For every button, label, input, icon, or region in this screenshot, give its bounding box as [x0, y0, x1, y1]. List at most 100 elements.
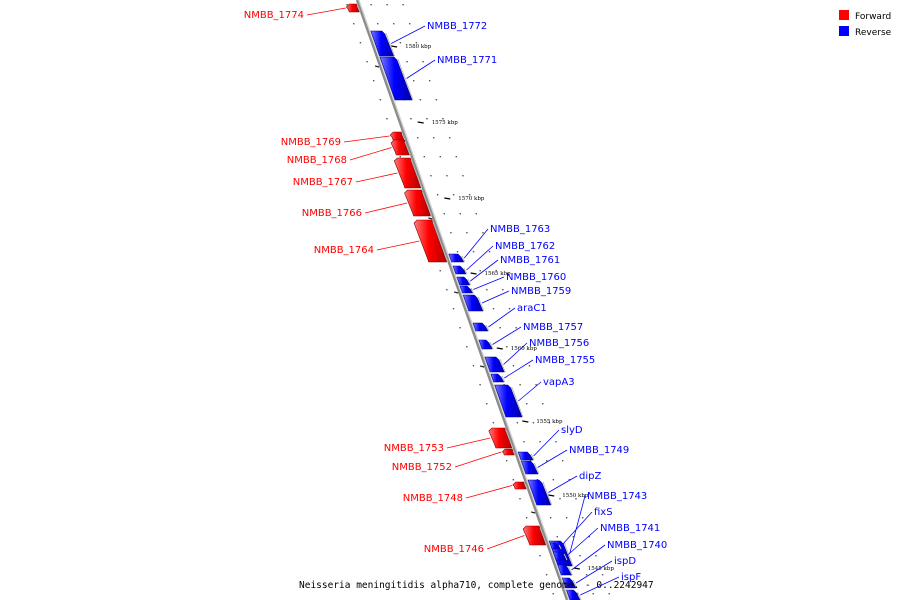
- forward-gene-label: NMBB_1766: [302, 208, 362, 219]
- reverse-gene-label: araC1: [517, 303, 547, 314]
- guide-dot: [410, 118, 412, 120]
- gene-shadow: [524, 483, 528, 490]
- reverse-gene-box: [472, 322, 489, 332]
- tick-mark: [470, 272, 477, 275]
- gene-shadow: [539, 527, 548, 546]
- guide-dot: [359, 42, 362, 44]
- guide-dot: [373, 80, 375, 82]
- reverse-gene-label: NMBB_1756: [529, 338, 589, 349]
- guide-dot: [542, 403, 544, 405]
- guide-dot: [556, 536, 558, 538]
- reverse-gene-box: [490, 373, 505, 383]
- reverse-gene-label: NMBB_1755: [535, 355, 595, 366]
- reverse-leader-line: [503, 342, 528, 365]
- reverse-gene-box: [456, 276, 471, 286]
- guide-dot: [565, 517, 568, 519]
- guide-dot: [608, 593, 610, 595]
- reverse-leader-line: [533, 429, 560, 457]
- guide-dot: [386, 4, 388, 6]
- forward-gene-label: NMBB_1746: [424, 544, 484, 555]
- guide-dot: [346, 4, 348, 6]
- gene-shadow: [410, 159, 423, 189]
- reverse-leader-line: [580, 576, 620, 596]
- reverse-gene-label: NMBB_1763: [490, 224, 550, 235]
- reverse-gene-box: [552, 551, 567, 561]
- forward-leader-line: [376, 240, 420, 251]
- reverse-gene-box: [452, 265, 467, 275]
- genome-backbone-shadow: [358, 0, 570, 600]
- guide-dot: [455, 156, 457, 158]
- guide-dot: [601, 574, 604, 576]
- guide-dot: [450, 232, 452, 234]
- guide-dot: [439, 270, 441, 272]
- gene-shadow: [572, 579, 578, 589]
- legend-label-reverse: Reverse: [855, 28, 892, 38]
- gene-shadow: [401, 133, 406, 141]
- guide-dot: [436, 194, 439, 196]
- tick-label: 1570 kbp: [458, 196, 485, 202]
- guide-dot: [588, 536, 590, 538]
- gene-shadow: [385, 32, 396, 57]
- reverse-gene-box: [520, 460, 539, 475]
- forward-leader-line: [349, 147, 392, 161]
- forward-gene-box: [345, 3, 360, 13]
- gene-shadow: [467, 278, 472, 286]
- forward-gene-label: NMBB_1768: [287, 155, 347, 166]
- guide-dot: [448, 137, 451, 139]
- guide-dot: [512, 365, 515, 367]
- guide-dot: [475, 213, 477, 215]
- guide-dot: [466, 232, 468, 234]
- reverse-gene-box: [557, 564, 572, 576]
- reverse-gene-box: [527, 479, 552, 506]
- guide-dot: [526, 403, 528, 405]
- reverse-leader-line: [488, 307, 516, 328]
- forward-leader-line: [486, 535, 525, 550]
- guide-dot: [555, 441, 557, 443]
- guide-dot: [579, 555, 581, 557]
- forward-gene-label: NMBB_1769: [281, 137, 341, 148]
- forward-leader-line: [364, 202, 408, 214]
- guide-dot: [482, 232, 484, 234]
- guide-dot: [592, 593, 594, 595]
- guide-dot: [506, 460, 508, 462]
- guide-dot: [472, 251, 475, 253]
- forward-gene-box: [501, 448, 515, 456]
- guide-dot: [499, 327, 501, 329]
- guide-dot: [370, 4, 372, 6]
- reverse-leader-line: [504, 359, 534, 379]
- guide-dot: [539, 441, 541, 443]
- minor-tick: [454, 291, 459, 294]
- guide-dot: [377, 23, 379, 25]
- gene-shadow: [533, 462, 540, 475]
- reverse-leader-line: [492, 326, 522, 345]
- guide-dot: [435, 99, 438, 101]
- minor-tick: [479, 365, 485, 368]
- gene-shadow: [470, 287, 474, 294]
- forward-gene-box: [404, 189, 432, 217]
- tick-mark: [444, 197, 451, 200]
- reverse-gene-box: [484, 356, 505, 373]
- gene-shadow: [485, 324, 490, 332]
- guide-dot: [576, 593, 578, 595]
- reverse-leader-line: [466, 245, 494, 271]
- reverse-gene-label: slyD: [561, 425, 583, 436]
- reverse-leader-line: [470, 259, 499, 282]
- forward-leader-line: [343, 135, 390, 143]
- guide-dot: [502, 289, 504, 291]
- gene-shadow: [356, 5, 361, 13]
- legend-swatch-reverse: [839, 26, 849, 36]
- guide-dot: [452, 194, 455, 196]
- guide-dot: [552, 593, 554, 595]
- reverse-gene-label: NMBB_1740: [607, 540, 667, 551]
- forward-leader-line: [454, 451, 502, 468]
- reverse-leader-line: [473, 276, 505, 290]
- guide-dot: [492, 422, 495, 424]
- reverse-gene-box: [462, 294, 484, 312]
- reverse-gene-label: NMBB_1761: [500, 255, 560, 266]
- gene-shadow: [530, 453, 535, 461]
- reverse-leader-line: [406, 59, 436, 79]
- reverse-leader-line: [463, 228, 489, 259]
- guide-dot: [402, 4, 404, 6]
- guide-dot: [572, 536, 574, 538]
- guide-dot: [466, 346, 468, 348]
